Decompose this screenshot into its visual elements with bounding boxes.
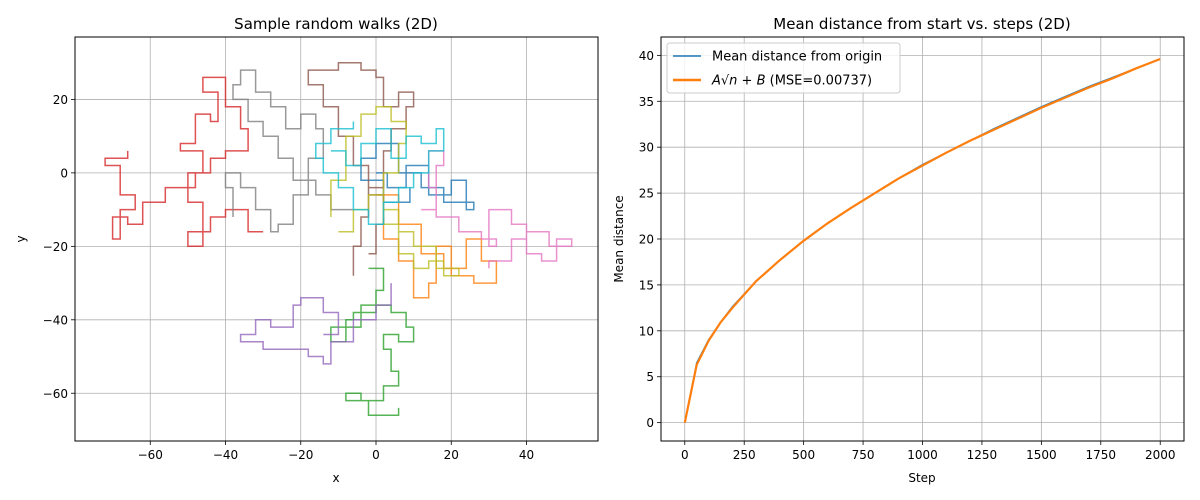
x-axis-label: x <box>332 471 339 485</box>
walk-line-5 <box>239 283 392 365</box>
random-walks-panel: Sample random walks (2D) −60 −40 −20 0 20 40−… <box>14 15 599 485</box>
y-axis-label: y <box>14 235 28 242</box>
walk-line-8 <box>224 69 354 233</box>
walk-line-4 <box>104 76 264 248</box>
legend: Mean distance from origin A√n + B (MSE=0… <box>666 42 901 94</box>
legend-box <box>666 42 901 94</box>
y-tick-label: 10 <box>639 324 654 338</box>
y-tick-label: −40 <box>43 313 68 327</box>
walk-line-7 <box>421 150 573 269</box>
chart-title: Sample random walks (2D) <box>234 15 438 33</box>
chart-title: Mean distance from start vs. steps (2D) <box>773 15 1070 33</box>
x-tick-label: 500 <box>792 448 815 462</box>
fit-curve-line <box>683 57 1161 423</box>
legend-label-mean-distance: Mean distance from origin <box>712 50 882 65</box>
y-tick-label: 20 <box>53 93 68 107</box>
y-tick-label: −60 <box>43 387 68 401</box>
x-tick-label: −20 <box>288 448 313 462</box>
x-tick-label: −40 <box>213 448 238 462</box>
y-tick-label: 25 <box>639 187 654 201</box>
x-tick-label: 0 <box>681 448 689 462</box>
walk-line-10 <box>315 121 445 226</box>
axis-ticks: 0 250 500 750 1000 1250 1500 1750 2000 0 5 10 15 20 25… <box>639 49 1176 462</box>
x-tick-label: 750 <box>852 448 875 462</box>
plot-frame <box>74 36 599 442</box>
legend-fit-mse: (MSE=0.00737) <box>766 74 873 89</box>
x-axis-label: Step <box>908 471 935 485</box>
x-tick-label: 1750 <box>1086 448 1117 462</box>
axis-ticks: −60 −40 −20 0 20 40 −60 −40 −20 0 20 <box>43 93 534 462</box>
y-axis-label: Mean distance <box>612 195 626 282</box>
x-tick-label: 1250 <box>967 448 998 462</box>
legend-fit-formula: A√n + B <box>711 74 766 89</box>
y-tick-label: 5 <box>646 370 654 384</box>
y-tick-label: 15 <box>639 278 654 292</box>
walk-line-2 <box>376 194 498 299</box>
y-tick-label: 20 <box>639 233 654 247</box>
distance-series <box>683 57 1161 423</box>
y-tick-label: 30 <box>639 141 654 155</box>
y-tick-label: −20 <box>43 240 68 254</box>
y-tick-label: 35 <box>639 95 654 109</box>
mean-distance-panel: Mean distance from start vs. steps (2D) … <box>612 15 1185 485</box>
x-tick-label: 2000 <box>1145 448 1176 462</box>
y-tick-label: 40 <box>639 49 654 63</box>
x-tick-label: 1000 <box>907 448 938 462</box>
walk-line-3 <box>330 267 415 417</box>
x-tick-label: 20 <box>444 448 459 462</box>
walk-line-1 <box>360 142 475 211</box>
x-tick-label: 40 <box>519 448 534 462</box>
y-tick-label: 0 <box>60 166 68 180</box>
x-tick-label: 0 <box>372 448 380 462</box>
x-tick-label: 1500 <box>1026 448 1057 462</box>
legend-label-fit: A√n + B (MSE=0.00737) <box>711 74 872 89</box>
walk-series <box>104 61 573 417</box>
y-tick-label: 0 <box>646 416 654 430</box>
grid <box>661 37 1184 441</box>
walk-line-9 <box>330 106 460 277</box>
x-tick-label: 250 <box>733 448 756 462</box>
x-tick-label: −60 <box>138 448 163 462</box>
